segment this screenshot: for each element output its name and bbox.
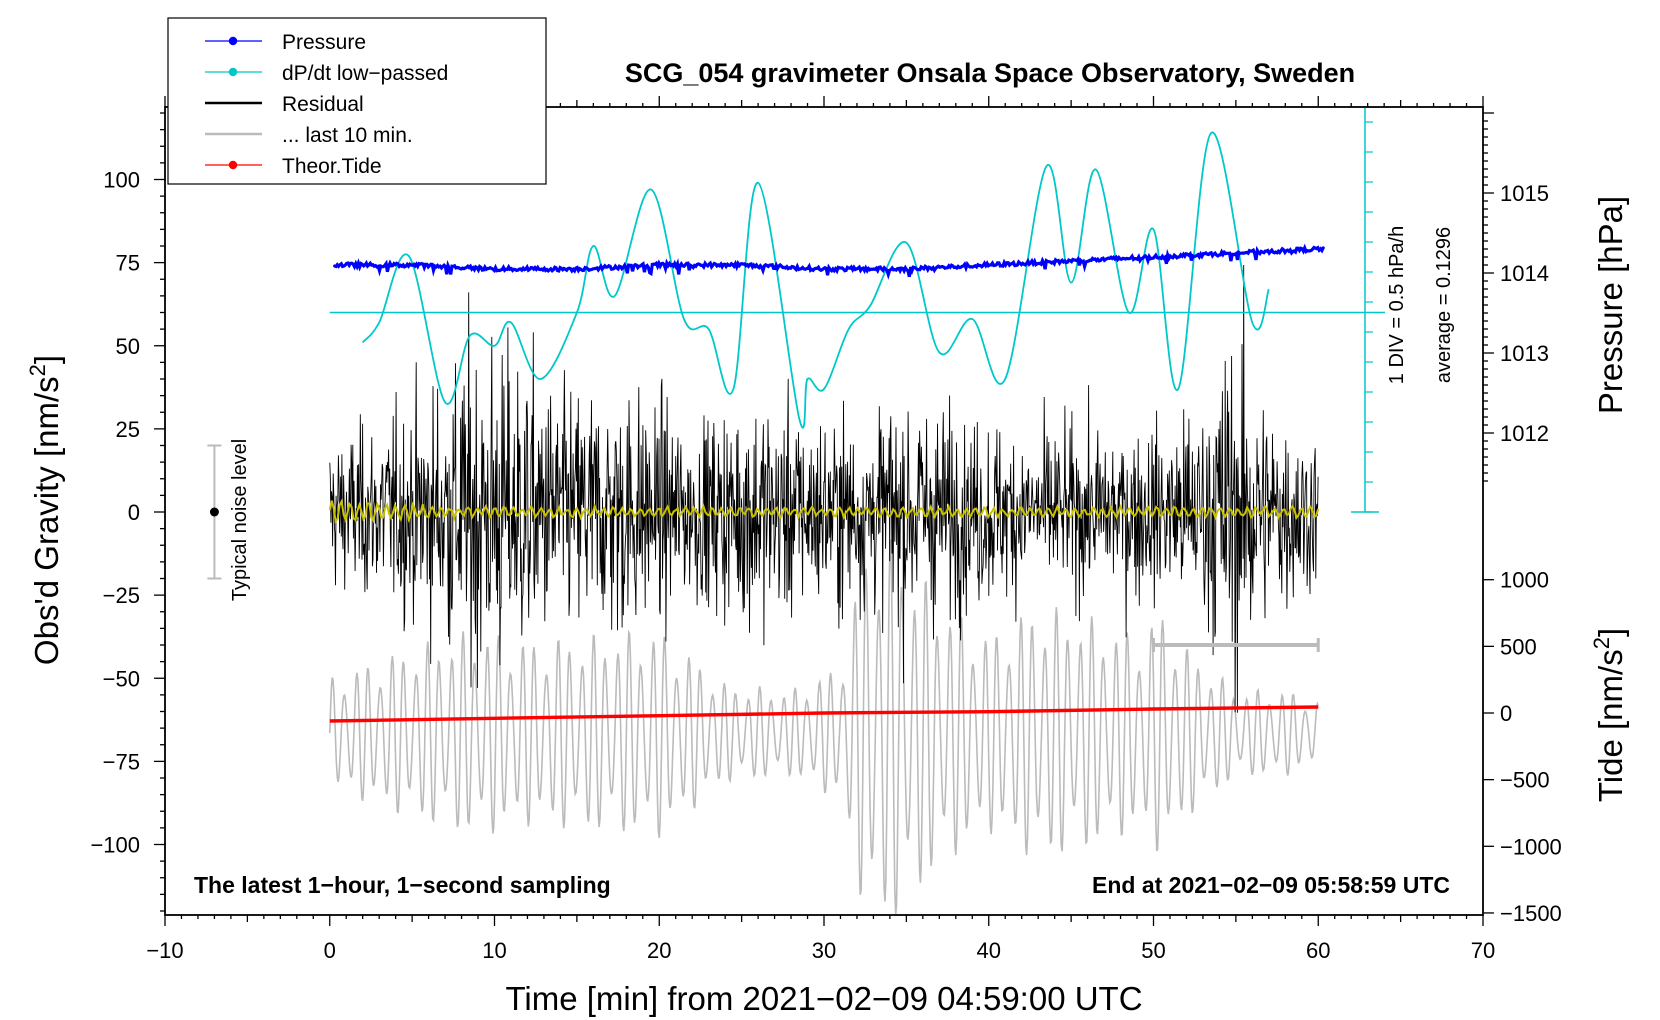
legend-marker bbox=[228, 36, 238, 46]
y-tick-label: −25 bbox=[103, 583, 140, 608]
pressure-ticks: 1015 1014 1013 1012 bbox=[1483, 112, 1549, 482]
tide-ticks: 1000 500 0 −500 −1000 −1500 bbox=[1483, 568, 1562, 926]
legend-label: dP/dt low−passed bbox=[282, 62, 448, 85]
residual-smoothed-series bbox=[328, 498, 1320, 525]
legend-label: Residual bbox=[282, 93, 364, 116]
last-10min-series bbox=[329, 539, 1319, 915]
theor-tide-line bbox=[329, 705, 1319, 723]
legend-box bbox=[167, 17, 547, 185]
residual-smoothed-line bbox=[328, 498, 1320, 525]
y-tick-label: 0 bbox=[128, 500, 140, 525]
theor-tide-series bbox=[329, 705, 1319, 723]
tide-tick-label: −1500 bbox=[1500, 901, 1562, 926]
y-left-ticks: 100 75 50 25 0 −25 −50 −75 −100 bbox=[90, 112, 165, 912]
dpdt-scale-bar bbox=[1351, 107, 1379, 513]
noise-center-dot bbox=[209, 507, 219, 517]
latest-sampling-note: The latest 1−hour, 1−second sampling bbox=[194, 872, 611, 898]
y-left-axis-title: Obs'd Gravity [nm/s2] bbox=[25, 355, 65, 665]
chart-title: SCG_054 gravimeter Onsala Space Observat… bbox=[625, 58, 1355, 88]
pressure-tick-label: 1015 bbox=[1500, 181, 1549, 206]
y-tick-label: 100 bbox=[103, 168, 140, 193]
pressure-tick-label: 1013 bbox=[1500, 341, 1549, 366]
tide-tick-label: 500 bbox=[1500, 634, 1537, 659]
y-tick-label: 75 bbox=[116, 251, 140, 276]
end-time-note: End at 2021−02−09 05:58:59 UTC bbox=[1092, 872, 1450, 898]
x-tick-label: 10 bbox=[482, 938, 506, 963]
last-10min-bracket bbox=[1152, 638, 1320, 652]
dpdt-line bbox=[362, 131, 1270, 429]
y-tick-label: 25 bbox=[116, 417, 140, 442]
x-axis-ticks: −10 0 10 20 30 40 50 60 70 bbox=[146, 96, 1495, 963]
dpdt-series bbox=[329, 131, 1385, 429]
legend-marker bbox=[228, 67, 238, 77]
legend-label: ... last 10 min. bbox=[282, 124, 413, 147]
pressure-tick-label: 1014 bbox=[1500, 261, 1549, 286]
average-label: average = 0.1296 bbox=[1433, 227, 1455, 383]
x-tick-label: 20 bbox=[647, 938, 671, 963]
pressure-axis-title: Pressure [hPa] bbox=[1592, 196, 1629, 414]
x-tick-label: 60 bbox=[1306, 938, 1330, 963]
legend-label: Theor.Tide bbox=[282, 155, 382, 178]
last-10min-line bbox=[329, 539, 1319, 915]
tide-tick-label: 0 bbox=[1500, 701, 1512, 726]
tide-tick-label: −1000 bbox=[1500, 834, 1562, 859]
pressure-tick-label: 1012 bbox=[1500, 421, 1549, 446]
tide-tick-label: −500 bbox=[1500, 768, 1550, 793]
pressure-series bbox=[333, 243, 1325, 280]
legend-label: Pressure bbox=[282, 31, 366, 54]
scale-bar-label: 1 DIV = 0.5 hPa/h bbox=[1386, 226, 1408, 384]
x-tick-label: 70 bbox=[1471, 938, 1495, 963]
legend: Pressure dP/dt low−passed Residual ... last… bbox=[167, 17, 547, 185]
tide-axis-title: Tide [nm/s2] bbox=[1589, 628, 1629, 802]
y-tick-label: −50 bbox=[103, 666, 140, 691]
y-tick-label: 50 bbox=[116, 334, 140, 359]
x-tick-label: 0 bbox=[324, 938, 336, 963]
x-axis-title: Time [min] from 2021−02−09 04:59:00 UTC bbox=[505, 980, 1142, 1017]
y-tick-label: −75 bbox=[103, 749, 140, 774]
x-tick-label: 40 bbox=[977, 938, 1001, 963]
x-tick-label: 30 bbox=[812, 938, 836, 963]
noise-level-label: Typical noise level bbox=[229, 439, 251, 601]
x-tick-label: −10 bbox=[146, 938, 183, 963]
legend-marker bbox=[228, 160, 238, 170]
pressure-line bbox=[333, 243, 1325, 280]
tide-tick-label: 1000 bbox=[1500, 568, 1549, 593]
y-tick-label: −100 bbox=[90, 833, 140, 858]
x-tick-label: 50 bbox=[1141, 938, 1165, 963]
noise-level-bar bbox=[207, 444, 222, 580]
